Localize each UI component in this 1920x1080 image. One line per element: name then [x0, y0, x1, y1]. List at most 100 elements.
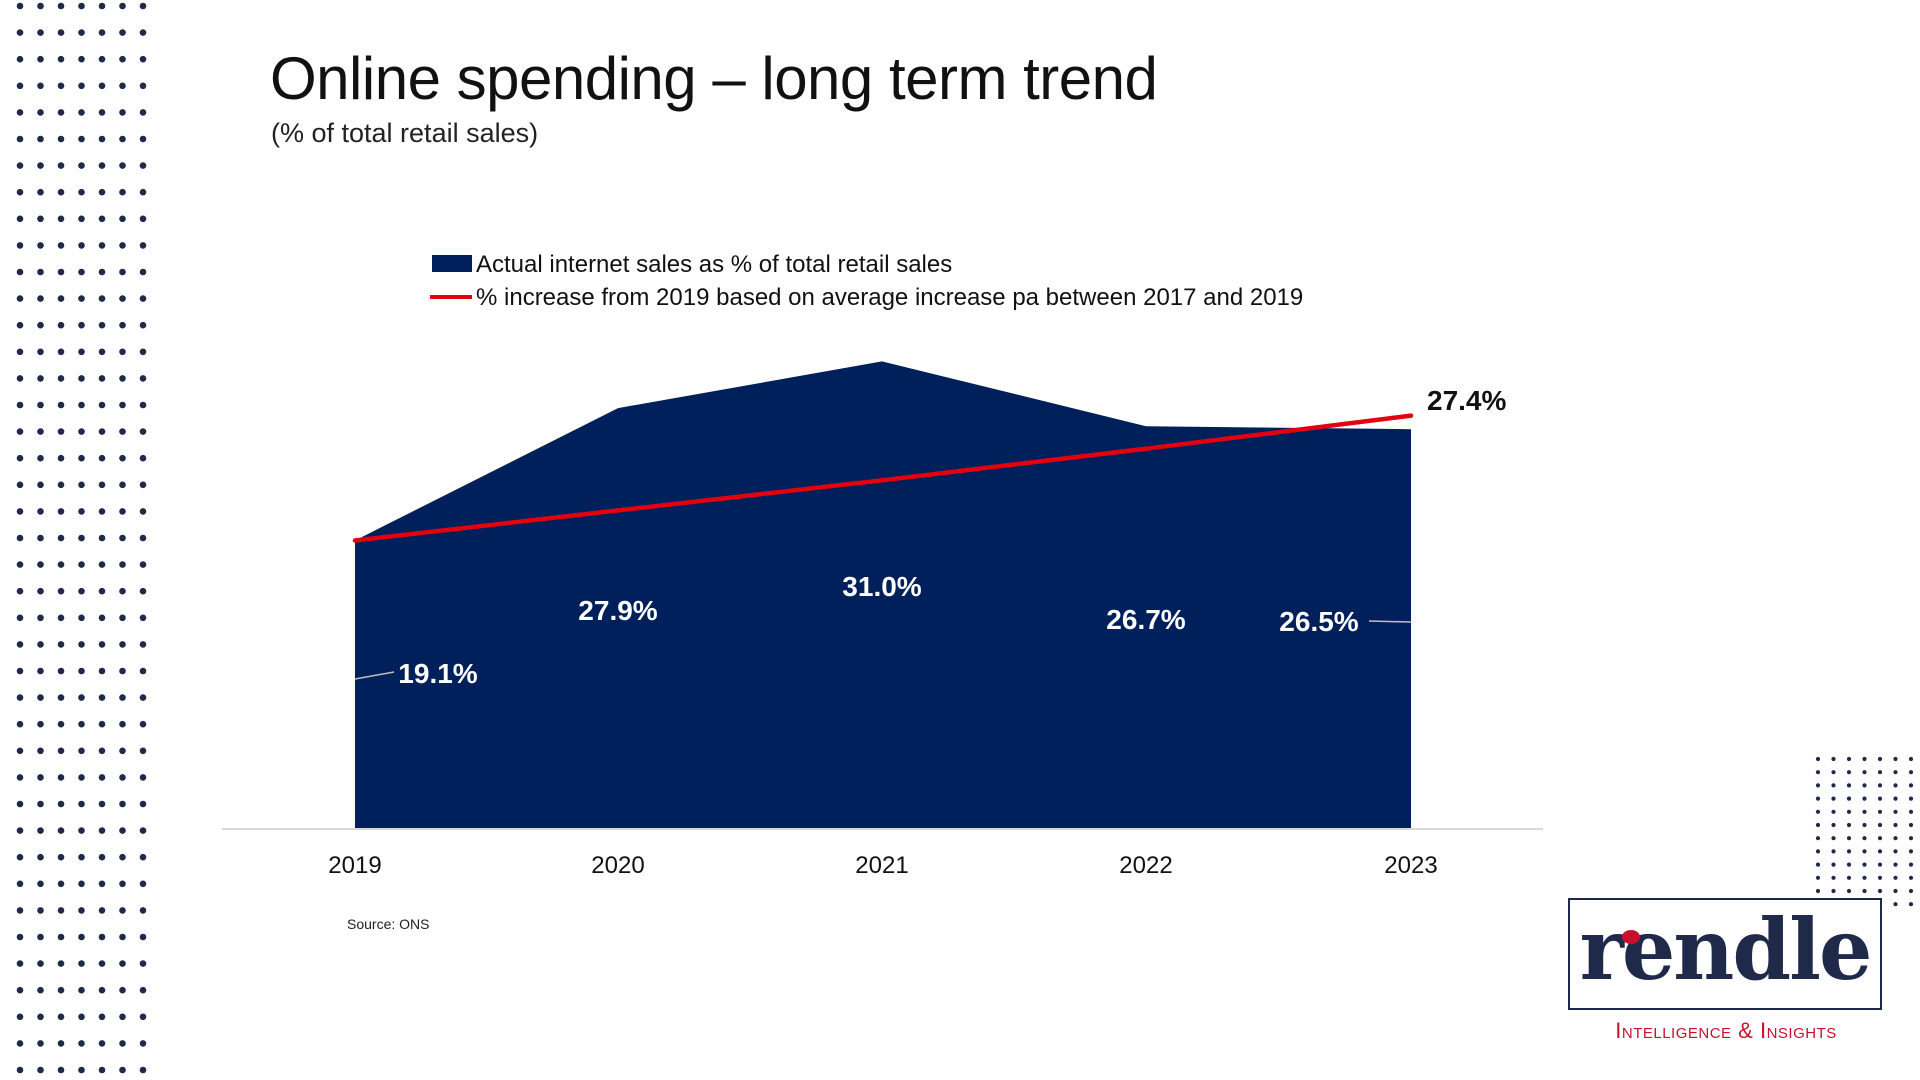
decorative-dot: [1831, 756, 1836, 762]
decorative-dot: [57, 774, 65, 781]
decorative-dot: [119, 268, 126, 276]
decorative-dot: [78, 109, 85, 116]
decorative-dot: [16, 215, 24, 223]
decorative-dot: [98, 853, 106, 861]
logo-wordmark: rendle: [1579, 900, 1873, 999]
decorative-dot: [37, 694, 44, 701]
decorative-dot: [98, 960, 106, 967]
decorative-dot: [98, 242, 106, 249]
decorative-dot: [1862, 836, 1867, 841]
decorative-dot: [98, 907, 106, 914]
x-tick-label-2020: 2020: [591, 852, 644, 879]
decorative-dot: [57, 720, 65, 728]
decorative-dot: [98, 82, 106, 90]
decorative-dot: [139, 135, 147, 143]
decorative-dot: [1815, 888, 1821, 894]
decorative-dot: [1862, 822, 1867, 828]
decorative-dot: [37, 641, 44, 648]
decorative-dot: [1877, 836, 1883, 841]
decorative-dot: [57, 667, 65, 675]
decorative-dot: [98, 188, 106, 196]
decorative-dot: [16, 534, 24, 542]
decorative-dot: [1815, 809, 1821, 814]
decorative-dot: [37, 1066, 44, 1074]
decorative-dot: [119, 454, 126, 462]
decorative-dot: [16, 933, 24, 941]
decorative-dot: [139, 694, 147, 701]
source-note: Source: ONS: [347, 916, 430, 932]
decorative-dot: [98, 800, 106, 808]
decorative-dot: [78, 29, 85, 36]
decorative-dot: [1815, 849, 1821, 854]
decorative-dot: [1831, 888, 1836, 894]
decorative-dot: [1846, 756, 1852, 762]
decorative-dot: [1815, 822, 1821, 828]
decorative-dot: [57, 348, 65, 356]
decorative-dot: [16, 667, 24, 675]
decorative-dot: [57, 321, 65, 329]
decorative-dot: [57, 428, 65, 435]
decorative-dot: [98, 268, 106, 276]
decorative-dot: [1893, 809, 1898, 814]
decorative-dot: [57, 1066, 65, 1074]
decorative-dot: [139, 508, 147, 515]
decorative-dot: [1846, 849, 1852, 854]
decorative-dot: [78, 82, 85, 90]
decorative-dot: [16, 508, 24, 515]
decorative-dot: [57, 1013, 65, 1021]
decorative-dot: [1893, 862, 1898, 867]
decorative-dot: [78, 986, 85, 994]
decorative-dot: [1908, 822, 1914, 828]
decorative-dot: [119, 188, 126, 196]
decorative-dot: [37, 508, 44, 515]
decorative-dot: [98, 401, 106, 409]
decorative-dot: [1862, 770, 1867, 775]
decorative-dot: [139, 774, 147, 781]
decorative-dot: [78, 853, 85, 861]
decorative-dot: [1831, 822, 1836, 828]
decorative-dot: [37, 800, 44, 808]
decorative-dot: [98, 880, 106, 888]
decorative-dot: [98, 162, 106, 169]
decorative-dot: [98, 29, 106, 36]
decorative-dot: [16, 827, 24, 834]
decorative-dot: [78, 508, 85, 515]
decorative-dot: [98, 1066, 106, 1074]
x-tick-label-2019: 2019: [328, 852, 381, 879]
decorative-dot: [119, 641, 126, 648]
decorative-dot: [139, 188, 147, 196]
decorative-dot: [139, 295, 147, 302]
slide-title: Online spending – long term trend: [270, 45, 1158, 112]
decorative-dot: [1846, 875, 1852, 880]
decorative-dot: [98, 1013, 106, 1021]
decorative-dot: [139, 667, 147, 675]
decorative-dot: [57, 268, 65, 276]
decorative-dot: [37, 534, 44, 542]
decorative-dot: [98, 2, 106, 10]
decorative-dot: [139, 534, 147, 542]
decorative-dot: [1908, 809, 1914, 814]
decorative-dot: [37, 188, 44, 196]
decorative-dot: [1846, 822, 1852, 828]
decorative-dot: [98, 454, 106, 462]
decorative-dot: [1815, 783, 1821, 788]
decorative-dot: [16, 348, 24, 356]
decorative-dot: [1862, 809, 1867, 814]
decorative-dot: [16, 800, 24, 808]
decorative-dot: [1893, 756, 1898, 762]
decorative-dot: [1815, 836, 1821, 841]
decorative-dot: [1815, 862, 1821, 867]
decorative-dot: [119, 587, 126, 595]
decorative-dot: [98, 109, 106, 116]
decorative-dot: [139, 109, 147, 116]
decorative-dot: [119, 348, 126, 356]
decorative-dot: [16, 1040, 24, 1047]
decorative-dot: [1908, 756, 1914, 762]
decorative-dot: [139, 720, 147, 728]
decorative-dot: [78, 747, 85, 755]
decorative-dot: [16, 907, 24, 914]
decorative-dot: [57, 747, 65, 755]
decorative-dot: [119, 827, 126, 834]
decorative-dot: [78, 534, 85, 542]
decorative-dot: [139, 428, 147, 435]
